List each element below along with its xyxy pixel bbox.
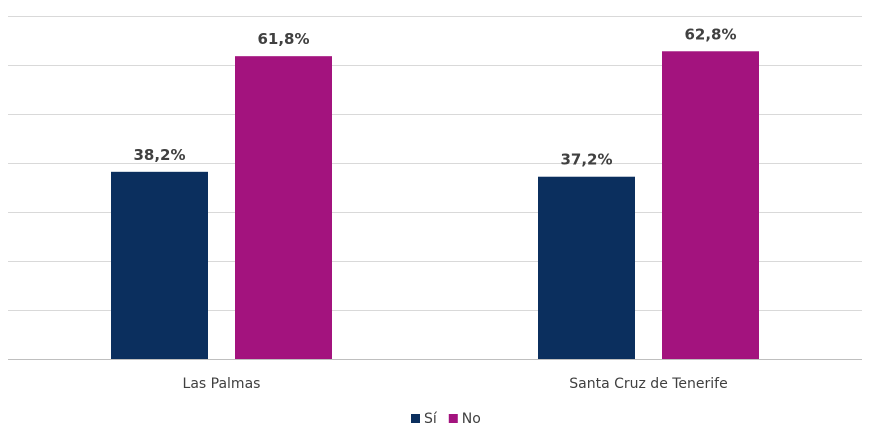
bar-si-1 bbox=[538, 176, 635, 359]
bar-no-1 bbox=[662, 51, 759, 359]
bar-no-0 bbox=[235, 56, 332, 360]
bars bbox=[111, 51, 759, 360]
category-label: Santa Cruz de Tenerife bbox=[569, 376, 727, 392]
data-label: 61,8% bbox=[257, 30, 309, 48]
data-label: 37,2% bbox=[560, 151, 612, 169]
legend: Sí No bbox=[411, 411, 481, 427]
legend-swatch-no bbox=[448, 414, 458, 423]
legend-label: No bbox=[462, 411, 481, 427]
legend-label: Sí bbox=[424, 411, 438, 427]
category-labels: Las Palmas Santa Cruz de Tenerife bbox=[183, 376, 728, 392]
data-label: 62,8% bbox=[684, 25, 736, 43]
legend-swatch-si bbox=[411, 414, 420, 423]
bar-si-0 bbox=[111, 171, 208, 359]
value-labels: 38,2% 61,8% 37,2% 62,8% bbox=[133, 25, 736, 168]
data-label: 38,2% bbox=[133, 146, 185, 164]
category-label: Las Palmas bbox=[183, 376, 261, 392]
